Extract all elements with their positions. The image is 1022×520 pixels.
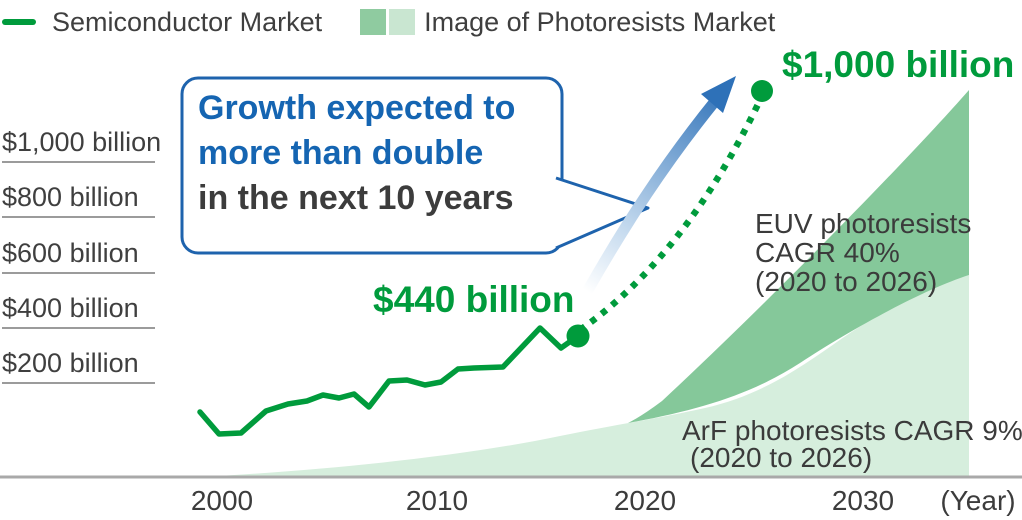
x-axis-label-2000: 2000 bbox=[190, 485, 254, 516]
x-axis-label-2030: 2030 bbox=[831, 485, 895, 516]
callout-line-3: in the next 10 years bbox=[198, 179, 514, 217]
x-axis-label-2010: 2010 bbox=[405, 485, 469, 516]
euv-annotation: EUV photoresists CAGR 40% (2020 to 2026) bbox=[755, 209, 971, 296]
x-axis-label-2020: 2020 bbox=[613, 485, 677, 516]
arf-annotation: ArF photoresists CAGR 9% (2020 to 2026) bbox=[682, 415, 1022, 473]
current-value-label: $440 billion bbox=[373, 279, 575, 320]
euv-annotation-line-3: (2020 to 2026) bbox=[755, 266, 938, 297]
callout-line-2: more than double bbox=[198, 134, 484, 172]
callout-text: Growth expected to more than double in t… bbox=[198, 86, 515, 221]
projected-value-label: $1,000 billion bbox=[782, 44, 1015, 85]
x-axis-unit-label: (Year) bbox=[940, 485, 1016, 516]
line-legend-icon bbox=[2, 19, 36, 25]
euv-annotation-line-1: EUV photoresists bbox=[755, 208, 972, 239]
y-axis-label-800: $800 billion bbox=[2, 182, 155, 218]
callout-line-1: Growth expected to bbox=[198, 89, 516, 127]
semiconductor-line bbox=[197, 325, 581, 437]
y-axis-label-200: $200 billion bbox=[2, 348, 155, 384]
callout-bubble bbox=[180, 76, 564, 255]
area-legend-light-icon bbox=[389, 9, 416, 35]
arf-annotation-line-1: ArF photoresists CAGR 9% bbox=[682, 415, 1022, 446]
legend-semiconductor-label: Semiconductor Market bbox=[52, 6, 323, 37]
y-axis-label-400: $400 billion bbox=[2, 293, 155, 329]
projected-value-dot bbox=[751, 80, 773, 102]
legend-photoresists-label: Image of Photoresists Market bbox=[424, 6, 776, 37]
euv-annotation-line-2: CAGR 40% bbox=[755, 237, 900, 268]
current-value-dot bbox=[566, 324, 590, 348]
projection-dotted-line bbox=[578, 96, 764, 333]
growth-arrow-head bbox=[701, 76, 736, 113]
area-legend-dark-icon bbox=[360, 9, 387, 35]
euv-photoresists-area bbox=[628, 90, 969, 423]
arf-annotation-line-2: (2020 to 2026) bbox=[690, 442, 873, 473]
y-axis-label-1000: $1,000 billion bbox=[2, 127, 161, 163]
arf-photoresists-area bbox=[218, 275, 969, 476]
callout-bubble-pointer bbox=[555, 176, 650, 250]
legend: Semiconductor Market Image of Photoresis… bbox=[2, 7, 775, 37]
growth-arrow-shaft bbox=[582, 94, 722, 296]
y-axis-label-600: $600 billion bbox=[2, 238, 155, 274]
